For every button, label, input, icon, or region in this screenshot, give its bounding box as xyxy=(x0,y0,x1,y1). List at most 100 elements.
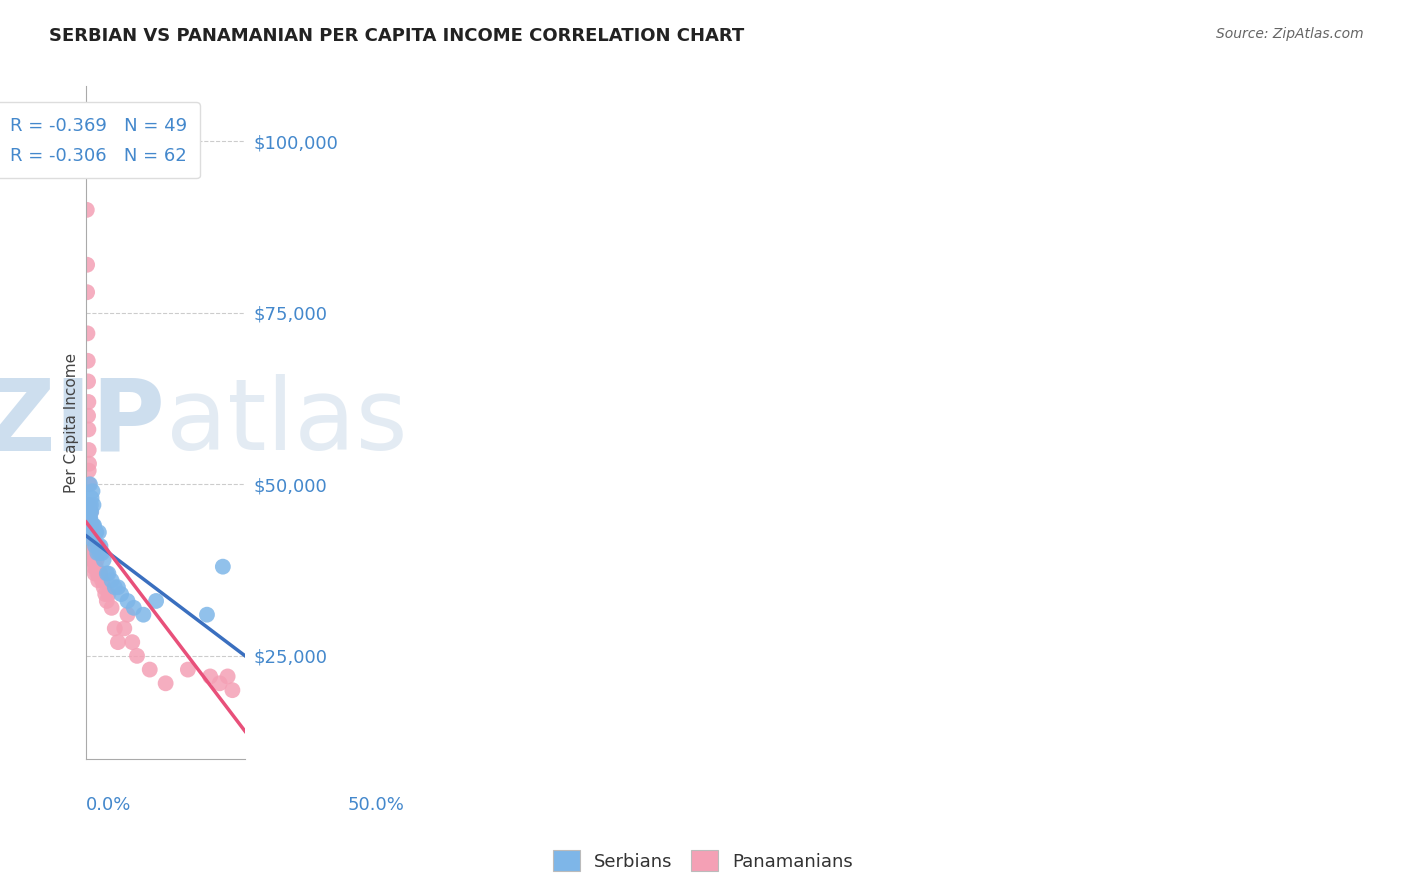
Point xyxy=(77,498,100,512)
Point xyxy=(79,525,101,540)
Point xyxy=(122,600,145,615)
Point xyxy=(217,669,239,683)
Text: 50.0%: 50.0% xyxy=(347,796,404,814)
Point xyxy=(84,539,107,553)
Point xyxy=(107,580,129,594)
Point xyxy=(155,676,177,690)
Point xyxy=(79,525,101,540)
Point xyxy=(89,539,111,553)
Point xyxy=(82,533,104,547)
Text: ZIP: ZIP xyxy=(0,374,166,471)
Text: atlas: atlas xyxy=(166,374,408,471)
Point xyxy=(96,566,118,581)
Point xyxy=(79,518,101,533)
Legend: Serbians, Panamanians: Serbians, Panamanians xyxy=(546,843,860,879)
Point xyxy=(86,525,108,540)
Point xyxy=(104,622,127,636)
Point xyxy=(83,566,105,581)
Point xyxy=(87,525,110,540)
Point xyxy=(84,539,107,553)
Point xyxy=(76,202,98,217)
Point xyxy=(79,511,101,525)
Point xyxy=(77,409,100,423)
Point xyxy=(82,518,104,533)
Point xyxy=(80,498,103,512)
Point xyxy=(79,505,101,519)
Point xyxy=(110,587,132,601)
Point xyxy=(82,559,104,574)
Point xyxy=(208,676,231,690)
Point xyxy=(80,505,103,519)
Point xyxy=(86,553,108,567)
Point xyxy=(80,533,103,547)
Point xyxy=(82,525,104,540)
Point xyxy=(76,285,98,300)
Point xyxy=(91,574,114,588)
Point xyxy=(89,546,111,560)
Point xyxy=(96,594,118,608)
Point xyxy=(212,559,235,574)
Point xyxy=(84,559,107,574)
Point xyxy=(80,525,103,540)
Point xyxy=(77,422,100,436)
Point xyxy=(93,580,115,594)
Point xyxy=(107,635,129,649)
Point xyxy=(100,600,122,615)
Point xyxy=(79,539,101,553)
Point xyxy=(79,511,101,525)
Point xyxy=(79,511,101,525)
Point xyxy=(83,553,105,567)
Point xyxy=(82,518,104,533)
Point xyxy=(77,457,100,471)
Point xyxy=(94,587,117,601)
Point xyxy=(82,533,104,547)
Point xyxy=(76,354,98,368)
Point xyxy=(79,498,101,512)
Point xyxy=(79,518,101,533)
Point xyxy=(77,395,100,409)
Point xyxy=(87,539,110,553)
Point xyxy=(87,574,110,588)
Point xyxy=(177,663,200,677)
Point xyxy=(132,607,155,622)
Point xyxy=(100,574,122,588)
Point xyxy=(125,648,148,663)
Point xyxy=(86,546,108,560)
Point xyxy=(76,326,98,341)
Point xyxy=(80,491,103,505)
Point xyxy=(77,443,100,458)
Point xyxy=(145,594,167,608)
Point xyxy=(77,477,100,491)
Point xyxy=(79,518,101,533)
Point xyxy=(79,518,101,533)
Point xyxy=(91,546,114,560)
Point xyxy=(80,539,103,553)
Point xyxy=(79,505,101,519)
Point xyxy=(76,505,98,519)
Text: SERBIAN VS PANAMANIAN PER CAPITA INCOME CORRELATION CHART: SERBIAN VS PANAMANIAN PER CAPITA INCOME … xyxy=(49,27,744,45)
Point xyxy=(79,498,101,512)
Point xyxy=(79,477,101,491)
Text: 0.0%: 0.0% xyxy=(86,796,132,814)
Point xyxy=(93,553,115,567)
Point xyxy=(221,683,243,698)
Point xyxy=(82,484,104,499)
Point xyxy=(87,566,110,581)
Point xyxy=(198,669,221,683)
Point xyxy=(104,580,127,594)
Point xyxy=(86,566,108,581)
Legend: R = -0.369   N = 49, R = -0.306   N = 62: R = -0.369 N = 49, R = -0.306 N = 62 xyxy=(0,102,200,178)
Point xyxy=(80,518,103,533)
Point xyxy=(84,525,107,540)
Point xyxy=(76,518,98,533)
Point xyxy=(117,594,139,608)
Point xyxy=(80,525,103,540)
Point xyxy=(79,505,101,519)
Point xyxy=(77,518,100,533)
Point xyxy=(77,505,100,519)
Point xyxy=(80,553,103,567)
Point xyxy=(97,587,120,601)
Point xyxy=(82,498,104,512)
Point xyxy=(76,258,98,272)
Y-axis label: Per Capita Income: Per Capita Income xyxy=(65,352,79,492)
